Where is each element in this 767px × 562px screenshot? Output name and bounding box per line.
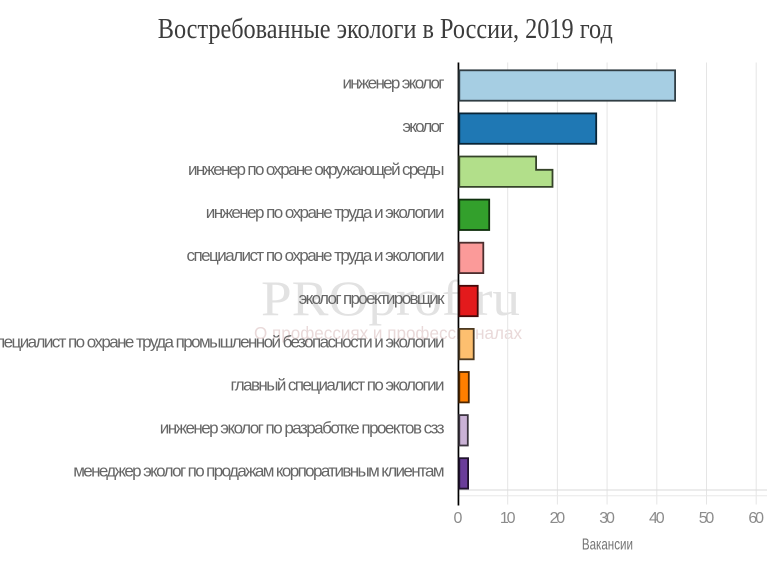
svg-text:специалист по охране труда и э: специалист по охране труда и экологии <box>187 246 445 265</box>
svg-text:20: 20 <box>550 510 566 527</box>
svg-text:менеджер эколог по продажам ко: менеджер эколог по продажам корпоративны… <box>73 462 444 481</box>
svg-text:инженер эколог по разработке п: инженер эколог по разработке проектов сз… <box>160 419 445 438</box>
svg-text:инженер по охране окружающей с: инженер по охране окружающей среды <box>188 160 445 179</box>
svg-text:60: 60 <box>748 510 764 527</box>
svg-text:30: 30 <box>599 510 615 527</box>
svg-text:инженер эколог: инженер эколог <box>343 74 445 93</box>
svg-text:специалист по охране труда про: специалист по охране труда промышленной … <box>0 332 445 351</box>
svg-text:40: 40 <box>649 510 665 527</box>
svg-text:О профессиях и профессионалах: О профессиях и профессионалах <box>254 323 522 343</box>
svg-text:10: 10 <box>500 510 516 527</box>
svg-text:0: 0 <box>454 510 463 527</box>
svg-text:главный специалист по экологии: главный специалист по экологии <box>231 375 445 394</box>
svg-text:инженер по охране труда и экол: инженер по охране труда и экологии <box>206 203 445 222</box>
svg-text:Вакансии: Вакансии <box>582 537 633 554</box>
svg-text:эколог проектировщик: эколог проектировщик <box>299 289 445 308</box>
svg-text:эколог: эколог <box>402 117 444 136</box>
svg-text:Востребованные экологи в Росси: Востребованные экологи в России, 2019 го… <box>158 14 613 45</box>
svg-text:50: 50 <box>699 510 715 527</box>
